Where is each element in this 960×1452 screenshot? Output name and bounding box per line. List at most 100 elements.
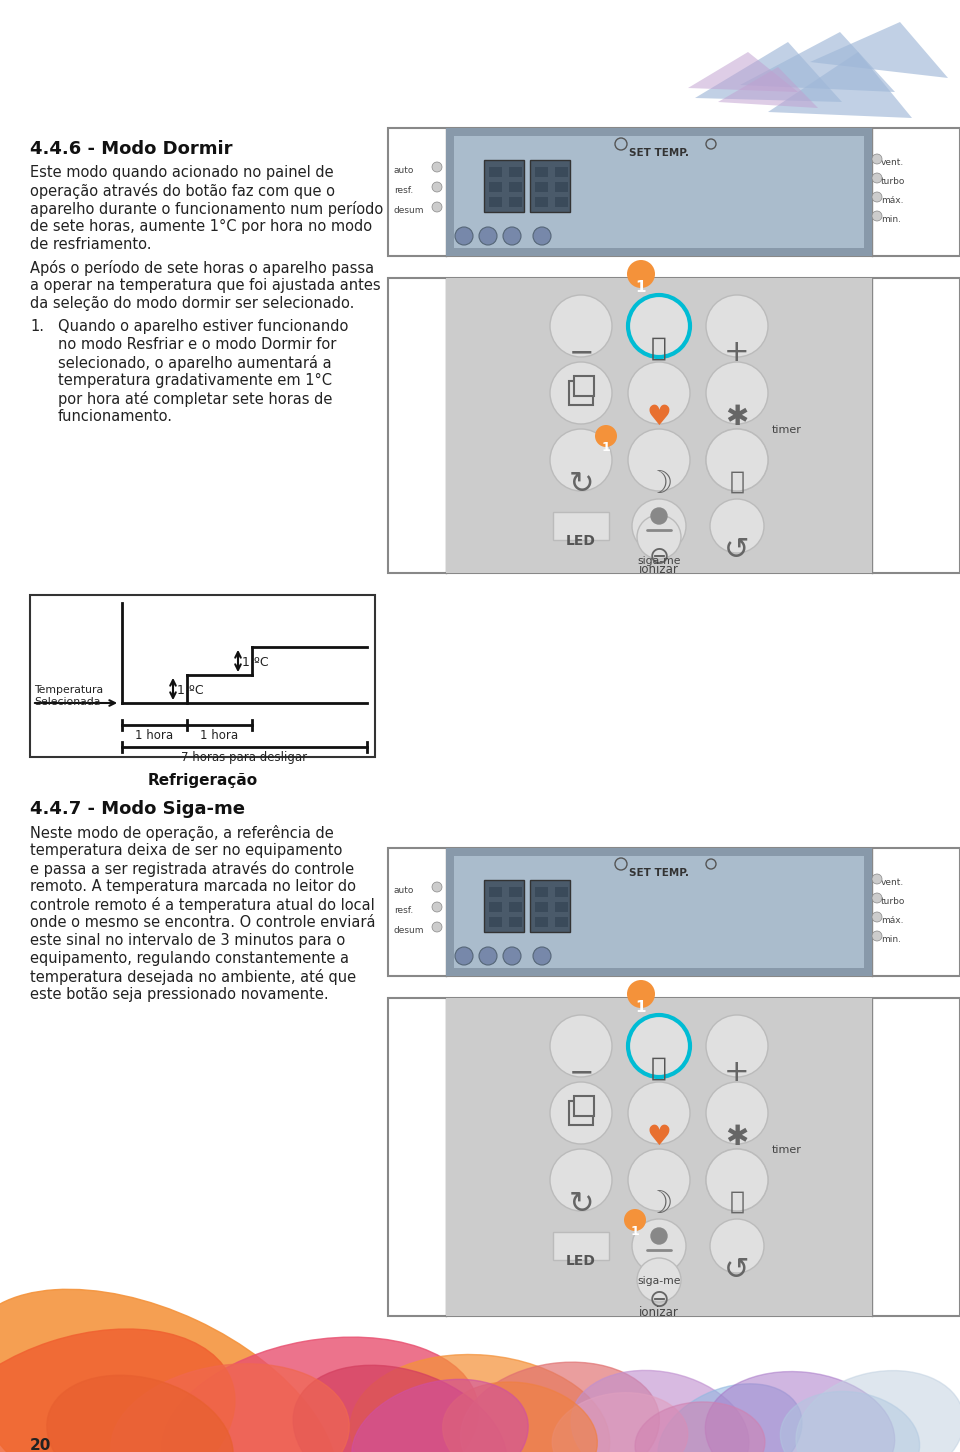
Text: ↻: ↻ [568, 470, 593, 499]
Text: auto: auto [394, 886, 415, 894]
Circle shape [628, 428, 690, 491]
Polygon shape [575, 80, 718, 121]
Circle shape [706, 428, 768, 491]
Circle shape [432, 202, 442, 212]
Bar [489, 902, 502, 912]
Circle shape [627, 980, 655, 1008]
Text: 1 hora: 1 hora [135, 729, 174, 742]
Circle shape [455, 227, 473, 245]
Ellipse shape [658, 1384, 802, 1452]
Ellipse shape [636, 1403, 765, 1452]
Text: ↺: ↺ [724, 1256, 750, 1285]
Circle shape [432, 922, 442, 932]
Text: resf.: resf. [394, 186, 413, 195]
Bar [446, 128, 872, 256]
Circle shape [706, 295, 768, 357]
Text: 1.: 1. [30, 319, 44, 334]
Circle shape [710, 499, 764, 553]
Text: ♥: ♥ [647, 404, 671, 431]
Text: 4.4.6 - Modo Dormir: 4.4.6 - Modo Dormir [30, 139, 232, 158]
Polygon shape [340, 62, 548, 122]
Bar [574, 376, 594, 396]
Circle shape [706, 1149, 768, 1211]
Circle shape [628, 362, 690, 424]
Text: +: + [724, 338, 750, 367]
Ellipse shape [443, 1382, 597, 1452]
Bar [446, 277, 872, 574]
Circle shape [627, 260, 655, 287]
Circle shape [872, 154, 882, 164]
Polygon shape [475, 73, 638, 118]
Polygon shape [768, 52, 912, 118]
Text: este botão seja pressionado novamente.: este botão seja pressionado novamente. [30, 987, 328, 1002]
Bar [454, 857, 864, 968]
Bar [388, 277, 960, 574]
Text: desum: desum [394, 926, 424, 935]
Text: operação através do botão faz com que o: operação através do botão faz com que o [30, 183, 335, 199]
Text: ☽: ☽ [645, 470, 673, 499]
Text: de sete horas, aumente 1°C por hora no modo: de sete horas, aumente 1°C por hora no m… [30, 219, 372, 234]
Circle shape [872, 874, 882, 884]
Text: de resfriamento.: de resfriamento. [30, 237, 152, 253]
Ellipse shape [552, 1392, 687, 1452]
Text: +: + [724, 1059, 750, 1088]
Circle shape [479, 227, 497, 245]
Bar [484, 160, 524, 212]
Bar [530, 160, 570, 212]
Circle shape [872, 173, 882, 183]
Text: temperatura desejada no ambiente, até que: temperatura desejada no ambiente, até qu… [30, 968, 356, 984]
Bar [535, 918, 548, 926]
Bar [569, 1101, 593, 1125]
Circle shape [503, 227, 521, 245]
Ellipse shape [571, 1371, 749, 1452]
Bar [555, 167, 568, 177]
Ellipse shape [293, 1365, 507, 1452]
Text: máx.: máx. [881, 916, 903, 925]
Text: remoto. A temperatura marcada no leitor do: remoto. A temperatura marcada no leitor … [30, 878, 356, 894]
Text: 1: 1 [602, 441, 611, 454]
Text: LED: LED [566, 1255, 596, 1268]
Text: aparelho durante o funcionamento num período: aparelho durante o funcionamento num per… [30, 200, 383, 216]
Bar [489, 918, 502, 926]
Circle shape [455, 947, 473, 966]
Bar [555, 902, 568, 912]
Bar [555, 182, 568, 192]
Text: Refrigeração: Refrigeração [148, 772, 257, 788]
Text: Temperatura
Selecionada: Temperatura Selecionada [34, 685, 103, 707]
Circle shape [872, 893, 882, 903]
Text: ⊖: ⊖ [649, 1288, 669, 1313]
Bar [509, 902, 522, 912]
Circle shape [706, 1149, 768, 1211]
Ellipse shape [706, 1372, 895, 1452]
Text: 1 hora: 1 hora [201, 729, 239, 742]
Bar [569, 380, 593, 405]
Text: SET TEMP.: SET TEMP. [629, 148, 689, 158]
Text: 4.4.7 - Modo Siga-me: 4.4.7 - Modo Siga-me [30, 800, 245, 817]
Text: −: − [568, 338, 593, 367]
Text: ↺: ↺ [724, 536, 750, 565]
Bar [535, 197, 548, 208]
Text: controle remoto é a temperatura atual do local: controle remoto é a temperatura atual do… [30, 897, 374, 913]
Circle shape [432, 163, 442, 171]
Circle shape [479, 947, 497, 966]
Bar [555, 197, 568, 208]
Ellipse shape [351, 1379, 528, 1452]
Circle shape [550, 1082, 612, 1144]
Text: ionizar: ionizar [639, 563, 679, 576]
Polygon shape [695, 42, 842, 102]
Text: ✱: ✱ [726, 1122, 749, 1151]
Text: siga-me: siga-me [637, 1276, 681, 1286]
Text: Este modo quando acionado no painel de: Este modo quando acionado no painel de [30, 166, 334, 180]
Circle shape [628, 1149, 690, 1211]
Text: ⏰: ⏰ [730, 1191, 745, 1214]
Bar [489, 167, 502, 177]
Text: Quando o aparelho estiver funcionando: Quando o aparelho estiver funcionando [58, 319, 348, 334]
Text: siga-me: siga-me [637, 556, 681, 566]
Text: Após o período de sete horas o aparelho passa: Após o período de sete horas o aparelho … [30, 260, 374, 276]
Text: ☽: ☽ [645, 1191, 673, 1220]
Bar [30, 595, 375, 756]
Text: no modo Resfriar e o modo Dormir for: no modo Resfriar e o modo Dormir for [58, 337, 336, 351]
Bar [454, 136, 864, 248]
Bar [509, 918, 522, 926]
Text: por hora até completar sete horas de: por hora até completar sete horas de [58, 391, 332, 407]
